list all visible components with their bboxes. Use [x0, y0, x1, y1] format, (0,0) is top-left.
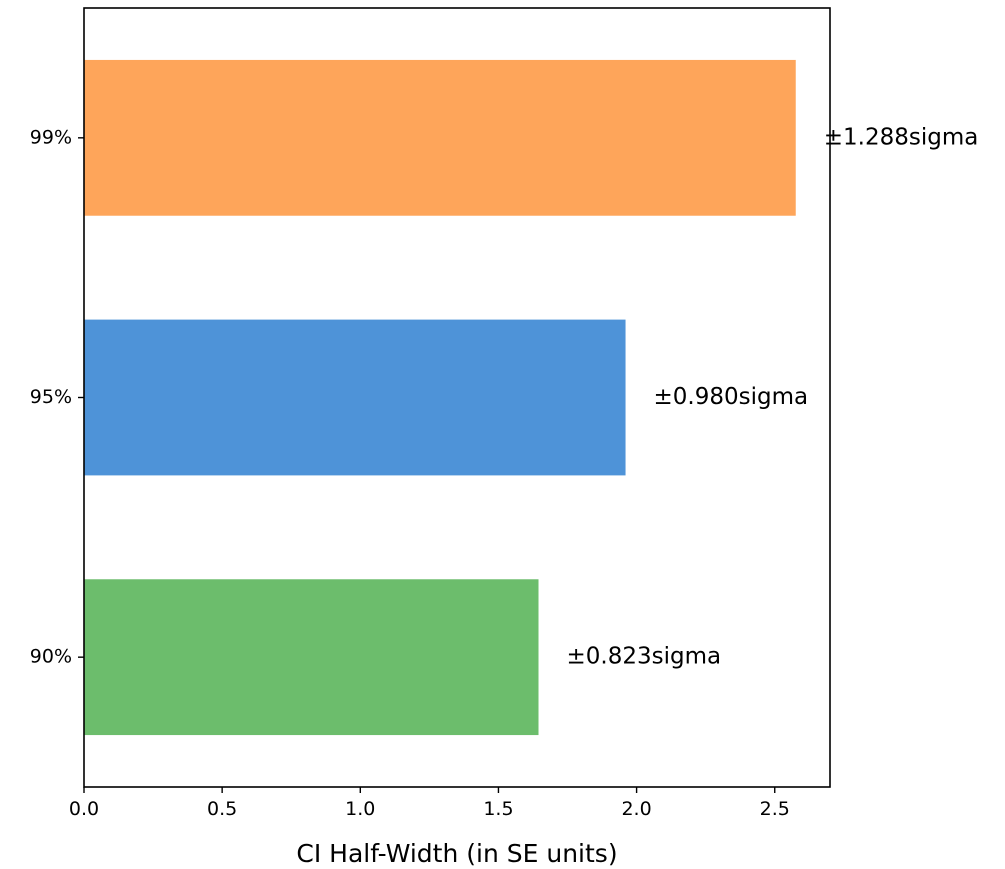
x-tick-label: 2.5 [760, 798, 790, 820]
x-tick-label: 1.0 [345, 798, 375, 820]
bar-value-label: ±0.980sigma [654, 384, 809, 410]
x-tick-label: 1.5 [483, 798, 513, 820]
x-axis-title: CI Half-Width (in SE units) [296, 839, 617, 868]
x-axis: 0.0 0.5 1.0 1.5 2.0 2.5 [69, 787, 790, 820]
y-tick-label: 90% [30, 646, 72, 668]
bar-value-label: ±0.823sigma [567, 644, 722, 670]
x-tick-label: 0.5 [207, 798, 237, 820]
bars-layer [84, 59, 796, 736]
y-tick-label: 95% [30, 386, 72, 408]
y-axis: 90% 95% 99% [30, 126, 84, 668]
x-tick-label: 0.0 [69, 798, 99, 820]
y-tick-label: 99% [30, 126, 72, 148]
bar-value-label: ±1.288sigma [824, 124, 979, 150]
bar-90-percent [84, 579, 539, 736]
bar-99-percent [84, 59, 796, 216]
bar-95-percent [84, 319, 626, 476]
bar-labels-layer: ±0.823sigma ±0.980sigma ±1.288sigma [567, 124, 979, 669]
x-tick-label: 2.0 [621, 798, 651, 820]
